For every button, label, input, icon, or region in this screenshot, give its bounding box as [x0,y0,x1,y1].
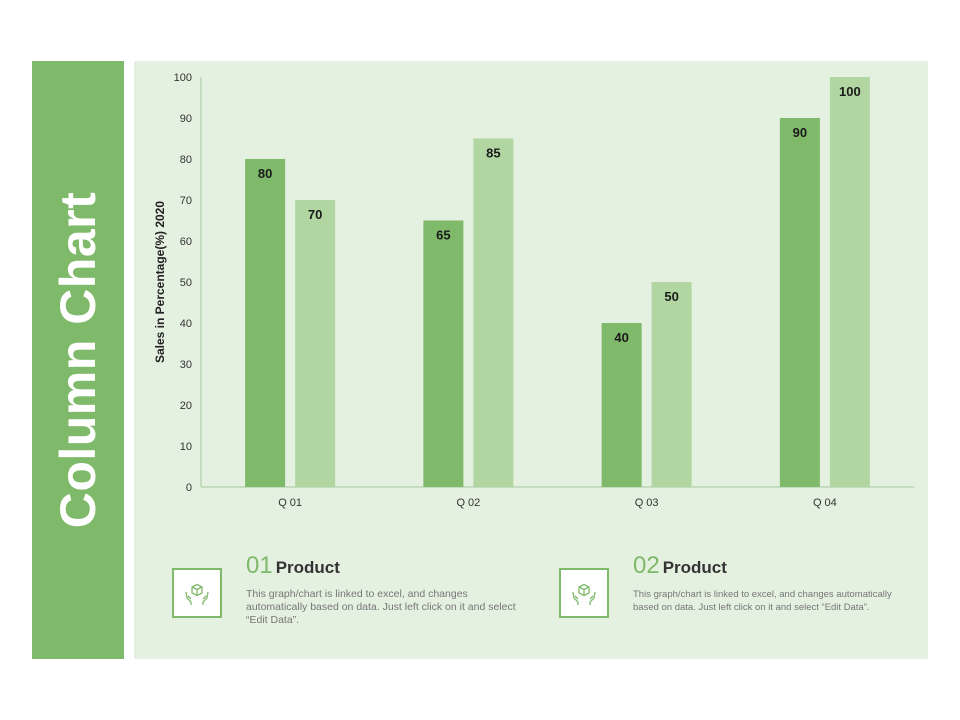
bar-series-2 [651,282,692,487]
data-label: 100 [839,84,861,99]
y-axis-ticks: 0 10 20 30 40 50 60 70 80 90 100 [174,72,192,494]
data-label: 90 [793,125,807,140]
data-label: 40 [614,330,628,345]
bar-series-2 [295,200,336,487]
card-description: This graph/chart is linked to excel, and… [246,588,516,626]
y-tick-label: 50 [180,277,192,289]
product-card-2: 02 Product This graph/chart is linked to … [559,552,892,642]
x-tick-label: Q 01 [278,497,302,509]
data-label: 85 [486,146,500,161]
y-tick-label: 60 [180,236,192,248]
side-title-band: Column Chart [32,61,124,659]
x-tick-label: Q 02 [456,497,480,509]
y-axis-title: Sales in Percentage(%) 2020 [153,201,167,363]
bar-series-1 [779,118,820,487]
y-tick-label: 70 [180,195,192,207]
card-number: 01 [246,552,273,579]
x-tick-label: Q 03 [635,497,659,509]
hands-box-icon [172,568,222,618]
x-axis-ticks: Q 01 Q 02 Q 03 Q 04 [278,497,837,509]
bar-series-1 [245,159,286,487]
bar-series-2 [829,77,870,487]
product-card-1: 01 Product This graph/chart is linked to … [172,552,516,642]
y-tick-label: 20 [180,400,192,412]
data-label: 50 [664,289,678,304]
card-title: Product [662,558,727,577]
bars: 80 70 65 85 40 50 90 100 [245,77,870,487]
y-tick-label: 40 [180,318,192,330]
y-tick-label: 80 [180,154,192,166]
card-number: 02 [633,552,660,579]
card-description: This graph/chart is linked to excel, and… [633,589,892,613]
y-tick-label: 90 [180,113,192,125]
y-tick-label: 100 [174,72,192,84]
hands-box-icon [559,568,609,618]
card-title: Product [275,558,340,577]
x-tick-label: Q 04 [813,497,837,509]
bar-series-1 [423,220,464,487]
data-label: 70 [308,207,322,222]
data-label: 65 [436,228,450,243]
data-label: 80 [258,166,272,181]
bar-series-1 [601,323,642,487]
y-tick-label: 10 [180,441,192,453]
y-tick-label: 0 [186,482,192,494]
y-tick-label: 30 [180,359,192,371]
bar-series-2 [473,138,514,487]
